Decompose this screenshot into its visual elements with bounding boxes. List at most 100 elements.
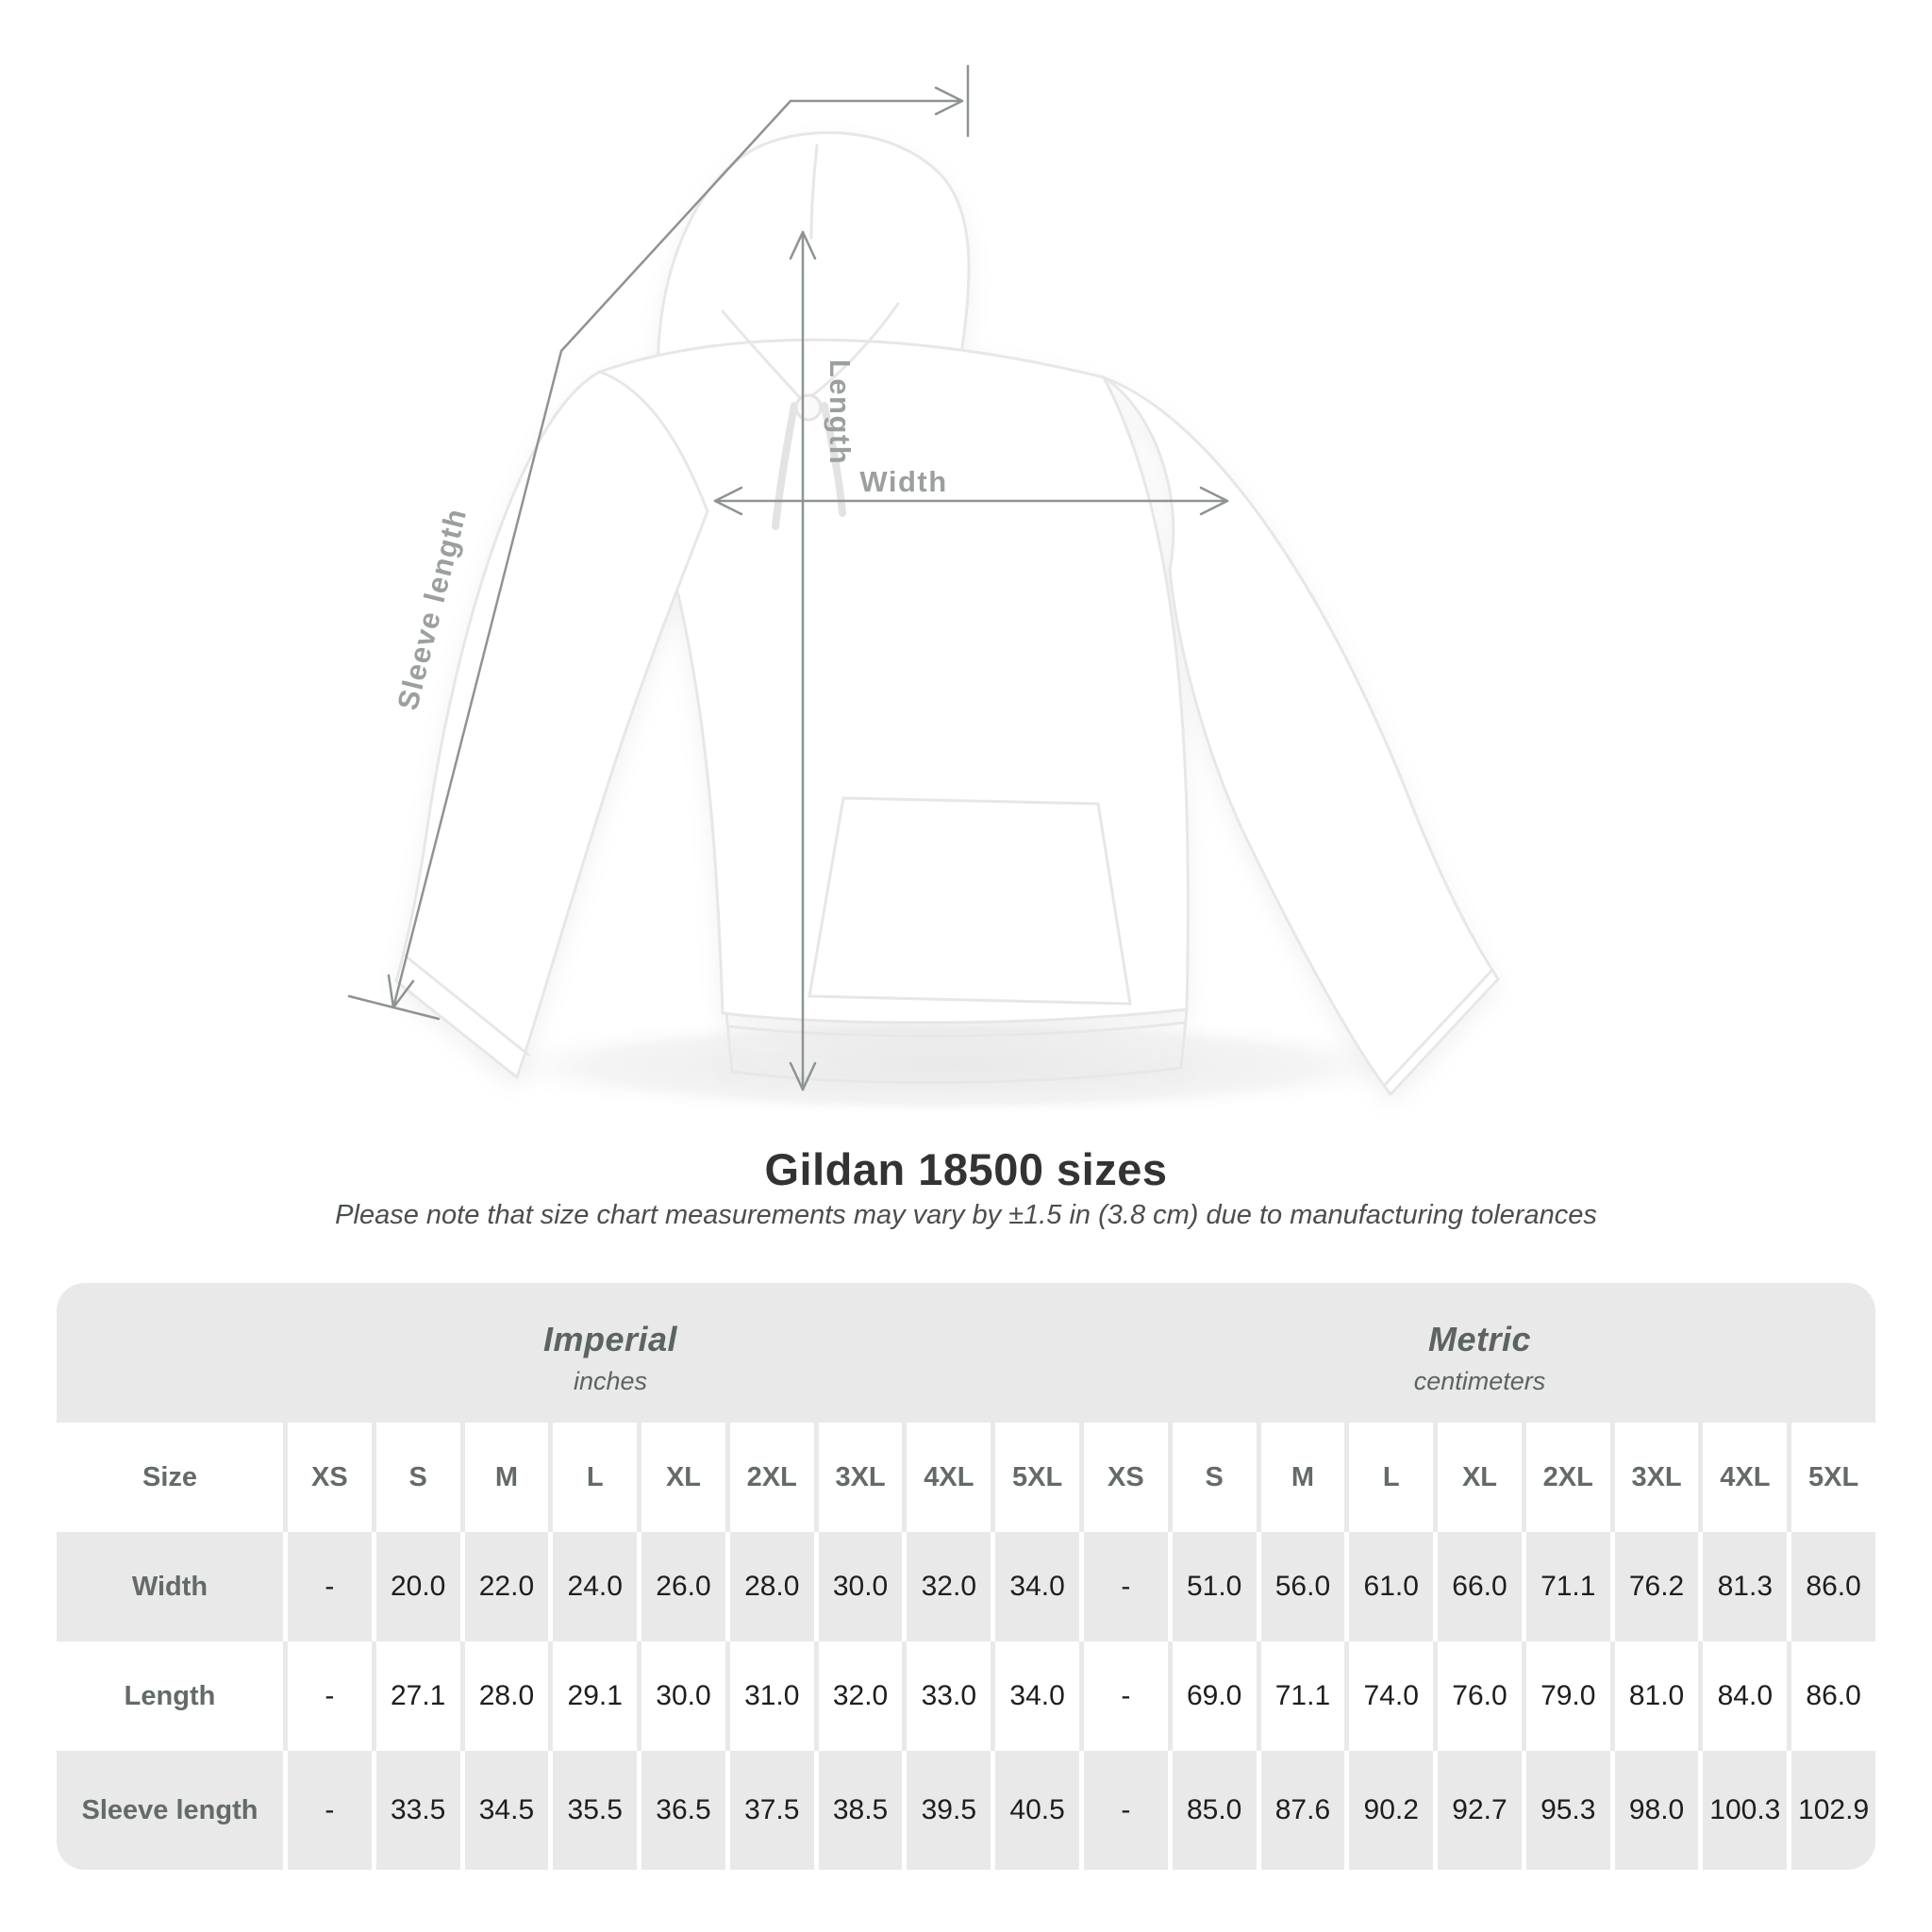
imperial-size-header: 3XL [818, 1423, 903, 1532]
metric-size-header: 2XL [1525, 1423, 1610, 1532]
imperial-label: Imperial [542, 1319, 678, 1358]
size-header-row: Size XS S M L XL 2XL 3XL 4XL 5XL XS S M L XL 2XL 3XL 4XL 5… [57, 1423, 1875, 1532]
imperial-value-cell: 40.5 [995, 1751, 1079, 1870]
metric-unit-group: Metric centimeters [1084, 1283, 1875, 1423]
width-label: Width [859, 465, 947, 498]
measurement-label: Length [57, 1641, 283, 1751]
metric-value-cell: 51.0 [1172, 1532, 1257, 1641]
imperial-size-header: 5XL [995, 1423, 1079, 1532]
kangaroo-pocket [808, 796, 1132, 1006]
imperial-value-cell: 34.5 [464, 1751, 549, 1870]
metric-value-cell: 74.0 [1349, 1641, 1434, 1751]
measurement-label: Sleeve length [57, 1751, 283, 1870]
imperial-unit-group: Imperial inches [57, 1283, 1079, 1423]
metric-value-cell: 87.6 [1260, 1751, 1345, 1870]
imperial-unit: inches [573, 1366, 648, 1395]
imperial-value-cell: 36.5 [641, 1751, 725, 1870]
imperial-value-cell: 35.5 [553, 1751, 638, 1870]
imperial-value-cell: 33.0 [907, 1641, 991, 1751]
metric-value-cell: 79.0 [1525, 1641, 1610, 1751]
imperial-value-cell: 34.0 [995, 1641, 1079, 1751]
imperial-size-header: XS [288, 1423, 372, 1532]
metric-size-header: M [1260, 1423, 1345, 1532]
imperial-value-cell: 26.0 [641, 1532, 725, 1641]
tolerance-note: Please note that size chart measurements… [335, 1200, 1597, 1230]
metric-size-header: L [1349, 1423, 1434, 1532]
metric-value-cell: 95.3 [1525, 1751, 1610, 1870]
imperial-value-cell: - [288, 1532, 372, 1641]
measurement-row: Width -20.0 22.0 24.0 26.0 28.0 30.0 32.0 34.0-5… [57, 1532, 1875, 1641]
drawstring-right [821, 402, 846, 517]
metric-value-cell: 69.0 [1172, 1641, 1257, 1751]
imperial-value-cell: 24.0 [553, 1532, 638, 1641]
size-corner-header: Size [57, 1423, 283, 1532]
size-table-body: Size XS S M L XL 2XL 3XL 4XL 5XL XS S M L XL 2XL 3XL 4XL 5… [57, 1423, 1875, 1870]
imperial-value-cell: 20.0 [375, 1532, 460, 1641]
page-title: Gildan 18500 sizes [764, 1144, 1168, 1194]
left-cuff-seam [402, 953, 530, 1057]
metric-size-header: XL [1438, 1423, 1522, 1532]
waistband-seam [724, 1008, 1189, 1085]
drawstring-knot [794, 393, 823, 422]
imperial-value-cell: 34.0 [995, 1532, 1079, 1641]
left-sleeve-shape [394, 370, 709, 1080]
imperial-value-cell: 39.5 [907, 1751, 991, 1870]
size-table: Imperial inches Metric centimeters Size X… [57, 1283, 1875, 1870]
imperial-value-cell: 33.5 [375, 1751, 460, 1870]
metric-value-cell: 71.1 [1525, 1532, 1610, 1641]
imperial-value-cell: - [288, 1751, 372, 1870]
metric-size-header: XS [1084, 1423, 1168, 1532]
length-label: Length [824, 359, 857, 465]
metric-value-cell: - [1084, 1751, 1168, 1870]
metric-value-cell: - [1084, 1532, 1168, 1641]
hood-center-seam [809, 143, 819, 240]
drawstring-left [772, 402, 798, 530]
metric-value-cell: 56.0 [1260, 1532, 1345, 1641]
imperial-value-cell: 30.0 [641, 1641, 725, 1751]
metric-value-cell: 85.0 [1172, 1751, 1257, 1870]
metric-value-cell: 98.0 [1614, 1751, 1699, 1870]
metric-value-cell: 61.0 [1349, 1532, 1434, 1641]
measurement-label: Width [57, 1532, 283, 1641]
metric-value-cell: - [1084, 1641, 1168, 1751]
imperial-value-cell: 28.0 [464, 1641, 549, 1751]
measurement-row: Length -27.1 28.0 29.1 30.0 31.0 32.0 33.0 34.0-… [57, 1641, 1875, 1751]
backdrop-shadow [443, 1014, 1462, 1118]
imperial-size-header: XL [641, 1423, 725, 1532]
hoodie-measurement-diagram: Sleeve length Length Width [347, 64, 1500, 1118]
metric-value-cell: 76.0 [1438, 1641, 1522, 1751]
width-arrow [713, 486, 1229, 516]
sleeve-length-arrow [347, 64, 970, 1021]
metric-label: Metric [1427, 1319, 1532, 1358]
metric-value-cell: 84.0 [1703, 1641, 1788, 1751]
right-sleeve-shape [1103, 375, 1500, 1097]
metric-unit: centimeters [1413, 1366, 1546, 1395]
metric-value-cell: 92.7 [1438, 1751, 1522, 1870]
metric-value-cell: 76.2 [1614, 1532, 1699, 1641]
metric-value-cell: 81.3 [1703, 1532, 1788, 1641]
imperial-value-cell: 37.5 [729, 1751, 814, 1870]
imperial-size-header: 2XL [729, 1423, 814, 1532]
right-cuff-seam [1383, 968, 1494, 1087]
imperial-value-cell: - [288, 1641, 372, 1751]
unit-band: Imperial inches Metric centimeters [57, 1283, 1875, 1423]
imperial-value-cell: 38.5 [818, 1751, 903, 1870]
hood-opening-seam [721, 302, 900, 404]
imperial-size-header: S [375, 1423, 460, 1532]
measurement-row: Sleeve length -33.5 34.5 35.5 36.5 37.5 38.5 39… [57, 1751, 1875, 1870]
metric-size-header: 5XL [1791, 1423, 1875, 1532]
metric-value-cell: 86.0 [1791, 1641, 1875, 1751]
imperial-value-cell: 32.0 [907, 1532, 991, 1641]
imperial-value-cell: 31.0 [729, 1641, 814, 1751]
metric-value-cell: 86.0 [1791, 1532, 1875, 1641]
metric-value-cell: 66.0 [1438, 1532, 1522, 1641]
imperial-value-cell: 30.0 [818, 1532, 903, 1641]
imperial-value-cell: 22.0 [464, 1532, 549, 1641]
imperial-value-cell: 29.1 [553, 1641, 638, 1751]
imperial-size-header: M [464, 1423, 549, 1532]
metric-value-cell: 81.0 [1614, 1641, 1699, 1751]
metric-size-header: 3XL [1614, 1423, 1699, 1532]
metric-size-header: S [1172, 1423, 1257, 1532]
metric-value-cell: 102.9 [1791, 1751, 1875, 1870]
imperial-value-cell: 28.0 [729, 1532, 814, 1641]
